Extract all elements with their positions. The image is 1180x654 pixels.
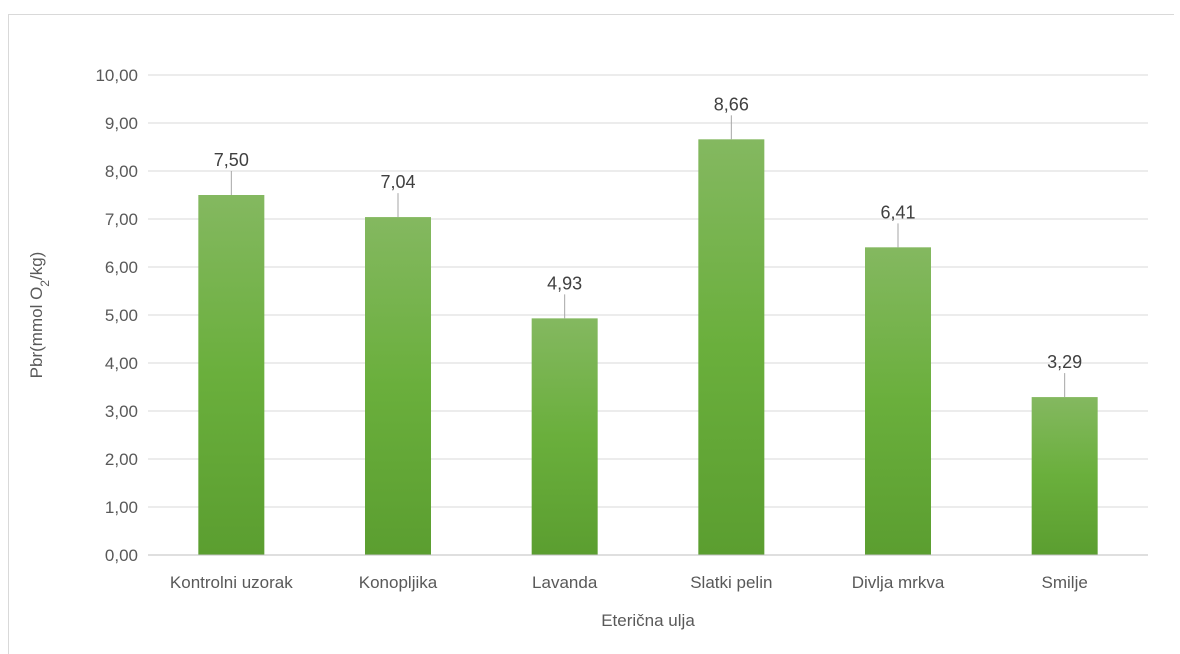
y-tick-label: 8,00 bbox=[105, 162, 138, 181]
data-label: 7,50 bbox=[214, 150, 249, 170]
bar bbox=[198, 195, 265, 555]
data-label: 4,93 bbox=[547, 273, 582, 293]
bar bbox=[365, 217, 431, 555]
bar bbox=[865, 247, 931, 555]
y-tick-label: 4,00 bbox=[105, 354, 138, 373]
data-labels: 7,50 7,04 4,93 8,66 6,41 3,29 bbox=[214, 94, 1082, 398]
bar bbox=[531, 318, 598, 555]
y-tick-label: 9,00 bbox=[105, 114, 138, 133]
data-label: 7,04 bbox=[380, 172, 415, 192]
x-tick-label: Smilje bbox=[1042, 573, 1088, 592]
y-tick-label: 10,00 bbox=[95, 66, 138, 85]
chart-frame bbox=[8, 14, 1174, 654]
gridlines bbox=[148, 74, 1148, 508]
x-tick-label: Konopljika bbox=[359, 573, 438, 592]
y-axis-title-main: Pbr(mmol O bbox=[27, 287, 46, 379]
y-tick-label: 0,00 bbox=[105, 546, 138, 565]
x-tick-label: Lavanda bbox=[532, 573, 598, 592]
data-label: 3,29 bbox=[1047, 352, 1082, 372]
y-tick-label: 5,00 bbox=[105, 306, 138, 325]
x-tick-label: Slatki pelin bbox=[690, 573, 772, 592]
bars bbox=[198, 139, 1098, 555]
y-tick-label: 6,00 bbox=[105, 258, 138, 277]
y-axis-title-unit: /kg) bbox=[27, 252, 46, 280]
y-tick-label: 7,00 bbox=[105, 210, 138, 229]
y-tick-label: 2,00 bbox=[105, 450, 138, 469]
x-tick-label: Divlja mrkva bbox=[852, 573, 945, 592]
data-label: 8,66 bbox=[714, 94, 749, 114]
y-tick-label: 1,00 bbox=[105, 498, 138, 517]
y-axis-title-subscript: 2 bbox=[38, 280, 52, 287]
data-label: 6,41 bbox=[880, 202, 915, 222]
y-axis-title: Pbr(mmol O2/kg) bbox=[27, 252, 52, 379]
y-axis-ticks: 0,00 1,00 2,00 3,00 4,00 5,00 6,00 7,00 8,00 9,00… bbox=[95, 66, 138, 565]
bar bbox=[698, 139, 765, 555]
x-axis-title: Eterična ulja bbox=[601, 611, 695, 630]
bar bbox=[1031, 397, 1098, 555]
x-tick-label: Kontrolni uzorak bbox=[170, 573, 293, 592]
y-tick-label: 3,00 bbox=[105, 402, 138, 421]
x-axis: Kontrolni uzorak Konopljika Lavanda Slatki … bbox=[148, 554, 1148, 592]
